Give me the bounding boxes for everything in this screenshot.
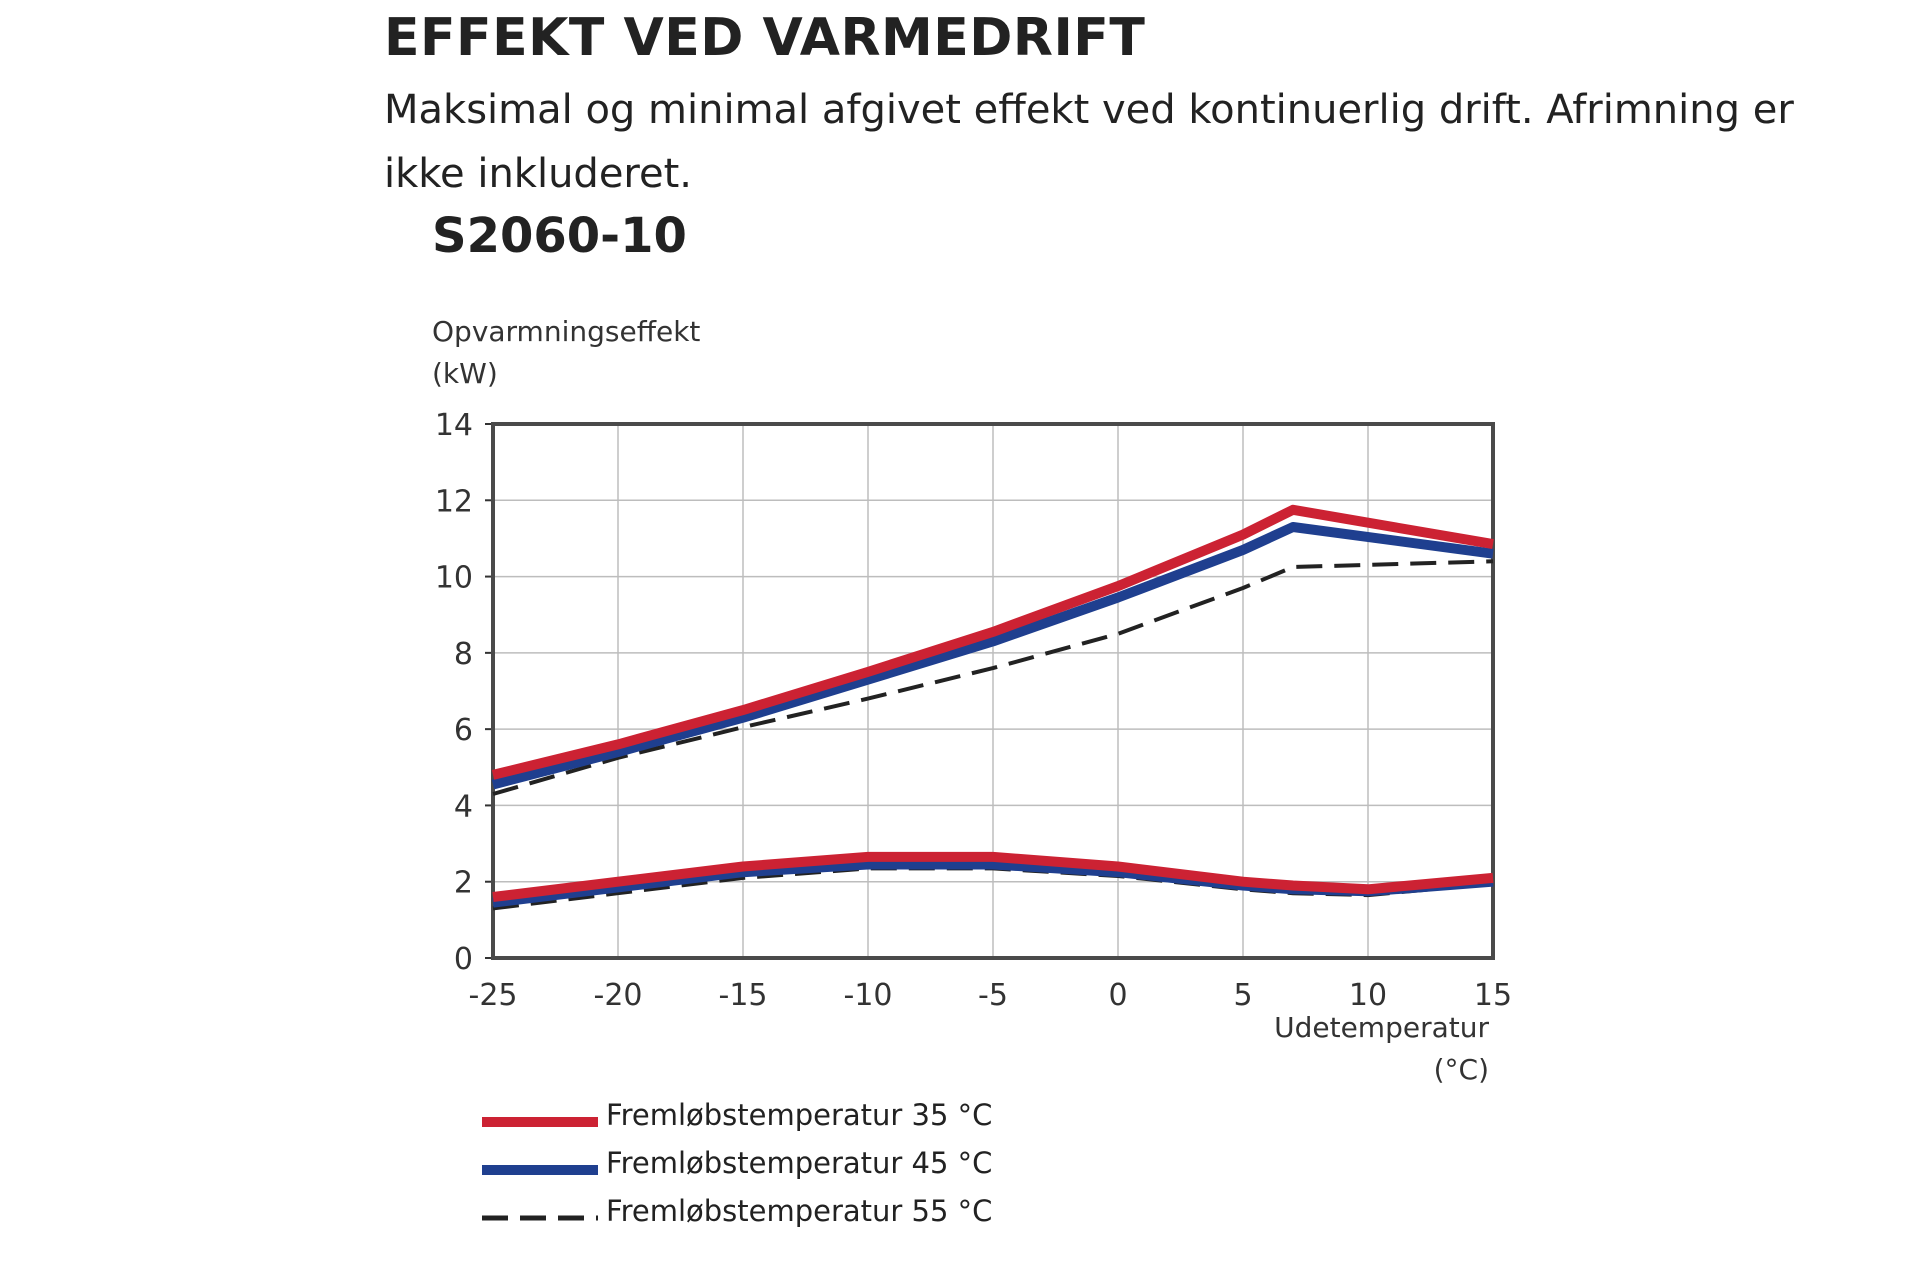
y-tick-label: 6: [454, 713, 473, 748]
x-tick-label: 15: [1474, 978, 1512, 1013]
y-tick-label: 0: [454, 942, 473, 977]
x-tick-label: -5: [978, 978, 1008, 1013]
plot-frame: [491, 422, 1495, 960]
y-tick-label: 4: [454, 789, 473, 824]
legend-swatch-55: [482, 1215, 598, 1221]
series-line-2-max: [492, 559, 1494, 796]
model-name: S2060-10: [432, 208, 687, 264]
x-axis-label: (°C): [1434, 1053, 1489, 1086]
x-tick-label: 0: [1108, 978, 1127, 1013]
x-tick-label: -25: [469, 978, 518, 1013]
legend-label-35: Fremløbstemperatur 35 °C: [606, 1098, 993, 1132]
y-tick-label: 10: [435, 561, 473, 596]
x-tick-label: -20: [594, 978, 643, 1013]
y-axis-label: Opvarmningseffekt: [432, 315, 700, 348]
x-tick-label: 5: [1233, 978, 1252, 1013]
series-line-1-max: [491, 522, 1494, 790]
x-tick-label: -15: [719, 978, 768, 1013]
series-line-0-min: [492, 851, 1494, 902]
page-subtitle: Maksimal og minimal afgivet effekt ved k…: [384, 87, 1794, 197]
x-axis-label: Udetemperatur: [1274, 1011, 1489, 1044]
legend-label-45: Fremløbstemperatur 45 °C: [606, 1146, 993, 1180]
y-axis-label: (kW): [432, 357, 498, 390]
x-tick-label: 10: [1349, 978, 1387, 1013]
legend-swatch-45: [482, 1165, 598, 1175]
y-tick-label: 2: [454, 866, 473, 901]
x-tick-label: -10: [844, 978, 893, 1013]
page-title: EFFEKT VED VARMEDRIFT: [384, 8, 1146, 68]
y-tick-label: 12: [435, 484, 473, 519]
y-tick-label: 8: [454, 637, 473, 672]
legend-label-55: Fremløbstemperatur 55 °C: [606, 1194, 993, 1228]
legend-swatch-35: [482, 1117, 598, 1127]
y-tick-label: 14: [435, 408, 473, 443]
series-line-0-max: [491, 504, 1494, 780]
